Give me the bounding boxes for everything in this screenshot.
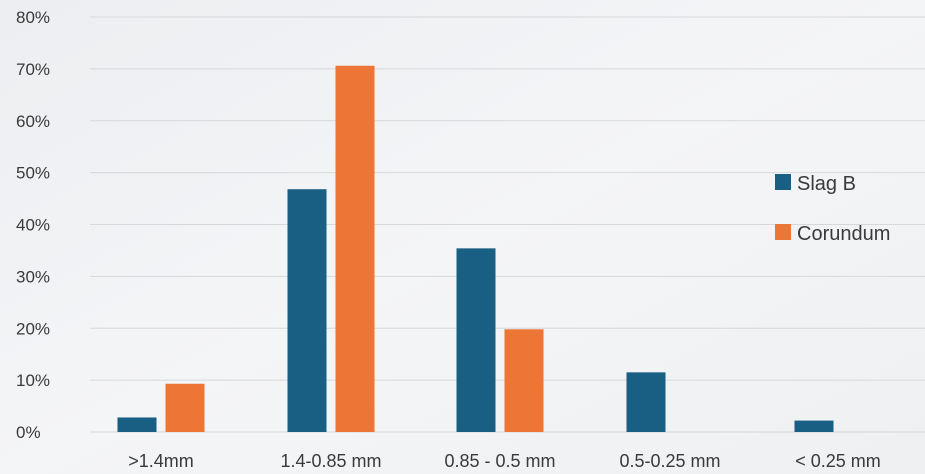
y-tick-label: 50% bbox=[16, 164, 50, 183]
y-tick-label: 80% bbox=[16, 8, 50, 27]
bar-slag-b bbox=[287, 189, 327, 432]
legend: Slag B Corundum bbox=[775, 173, 890, 245]
legend-label: Corundum bbox=[797, 223, 890, 245]
bar-corundum bbox=[165, 383, 205, 432]
y-tick-label: 30% bbox=[16, 267, 50, 286]
bar-slag-b bbox=[456, 248, 496, 432]
bars bbox=[117, 65, 834, 432]
x-category-label: 0.85 - 0.5 mm bbox=[444, 451, 555, 471]
bar-slag-b bbox=[626, 372, 666, 432]
y-tick-label: 10% bbox=[16, 371, 50, 390]
y-tick-label: 60% bbox=[16, 112, 50, 131]
y-axis-tick-labels: 0% 10% 20% 30% 40% 50% 60% 70% 80% bbox=[16, 8, 50, 442]
bar-slag-b bbox=[794, 420, 834, 432]
y-tick-label: 0% bbox=[16, 423, 41, 442]
legend-swatch bbox=[775, 224, 791, 240]
bar-corundum bbox=[504, 329, 544, 432]
x-category-label: 1.4-0.85 mm bbox=[280, 451, 381, 471]
y-tick-label: 40% bbox=[16, 216, 50, 235]
x-axis-category-labels: >1.4mm 1.4-0.85 mm 0.85 - 0.5 mm 0.5-0.25 m… bbox=[128, 451, 881, 471]
x-category-label: < 0.25 mm bbox=[795, 451, 881, 471]
legend-swatch bbox=[775, 174, 791, 190]
legend-label: Slag B bbox=[797, 173, 856, 195]
x-category-label: 0.5-0.25 mm bbox=[619, 451, 720, 471]
bar-corundum bbox=[335, 65, 375, 432]
y-tick-label: 20% bbox=[16, 319, 50, 338]
x-category-label: >1.4mm bbox=[128, 451, 194, 471]
y-tick-label: 70% bbox=[16, 60, 50, 79]
bar-slag-b bbox=[117, 417, 157, 432]
